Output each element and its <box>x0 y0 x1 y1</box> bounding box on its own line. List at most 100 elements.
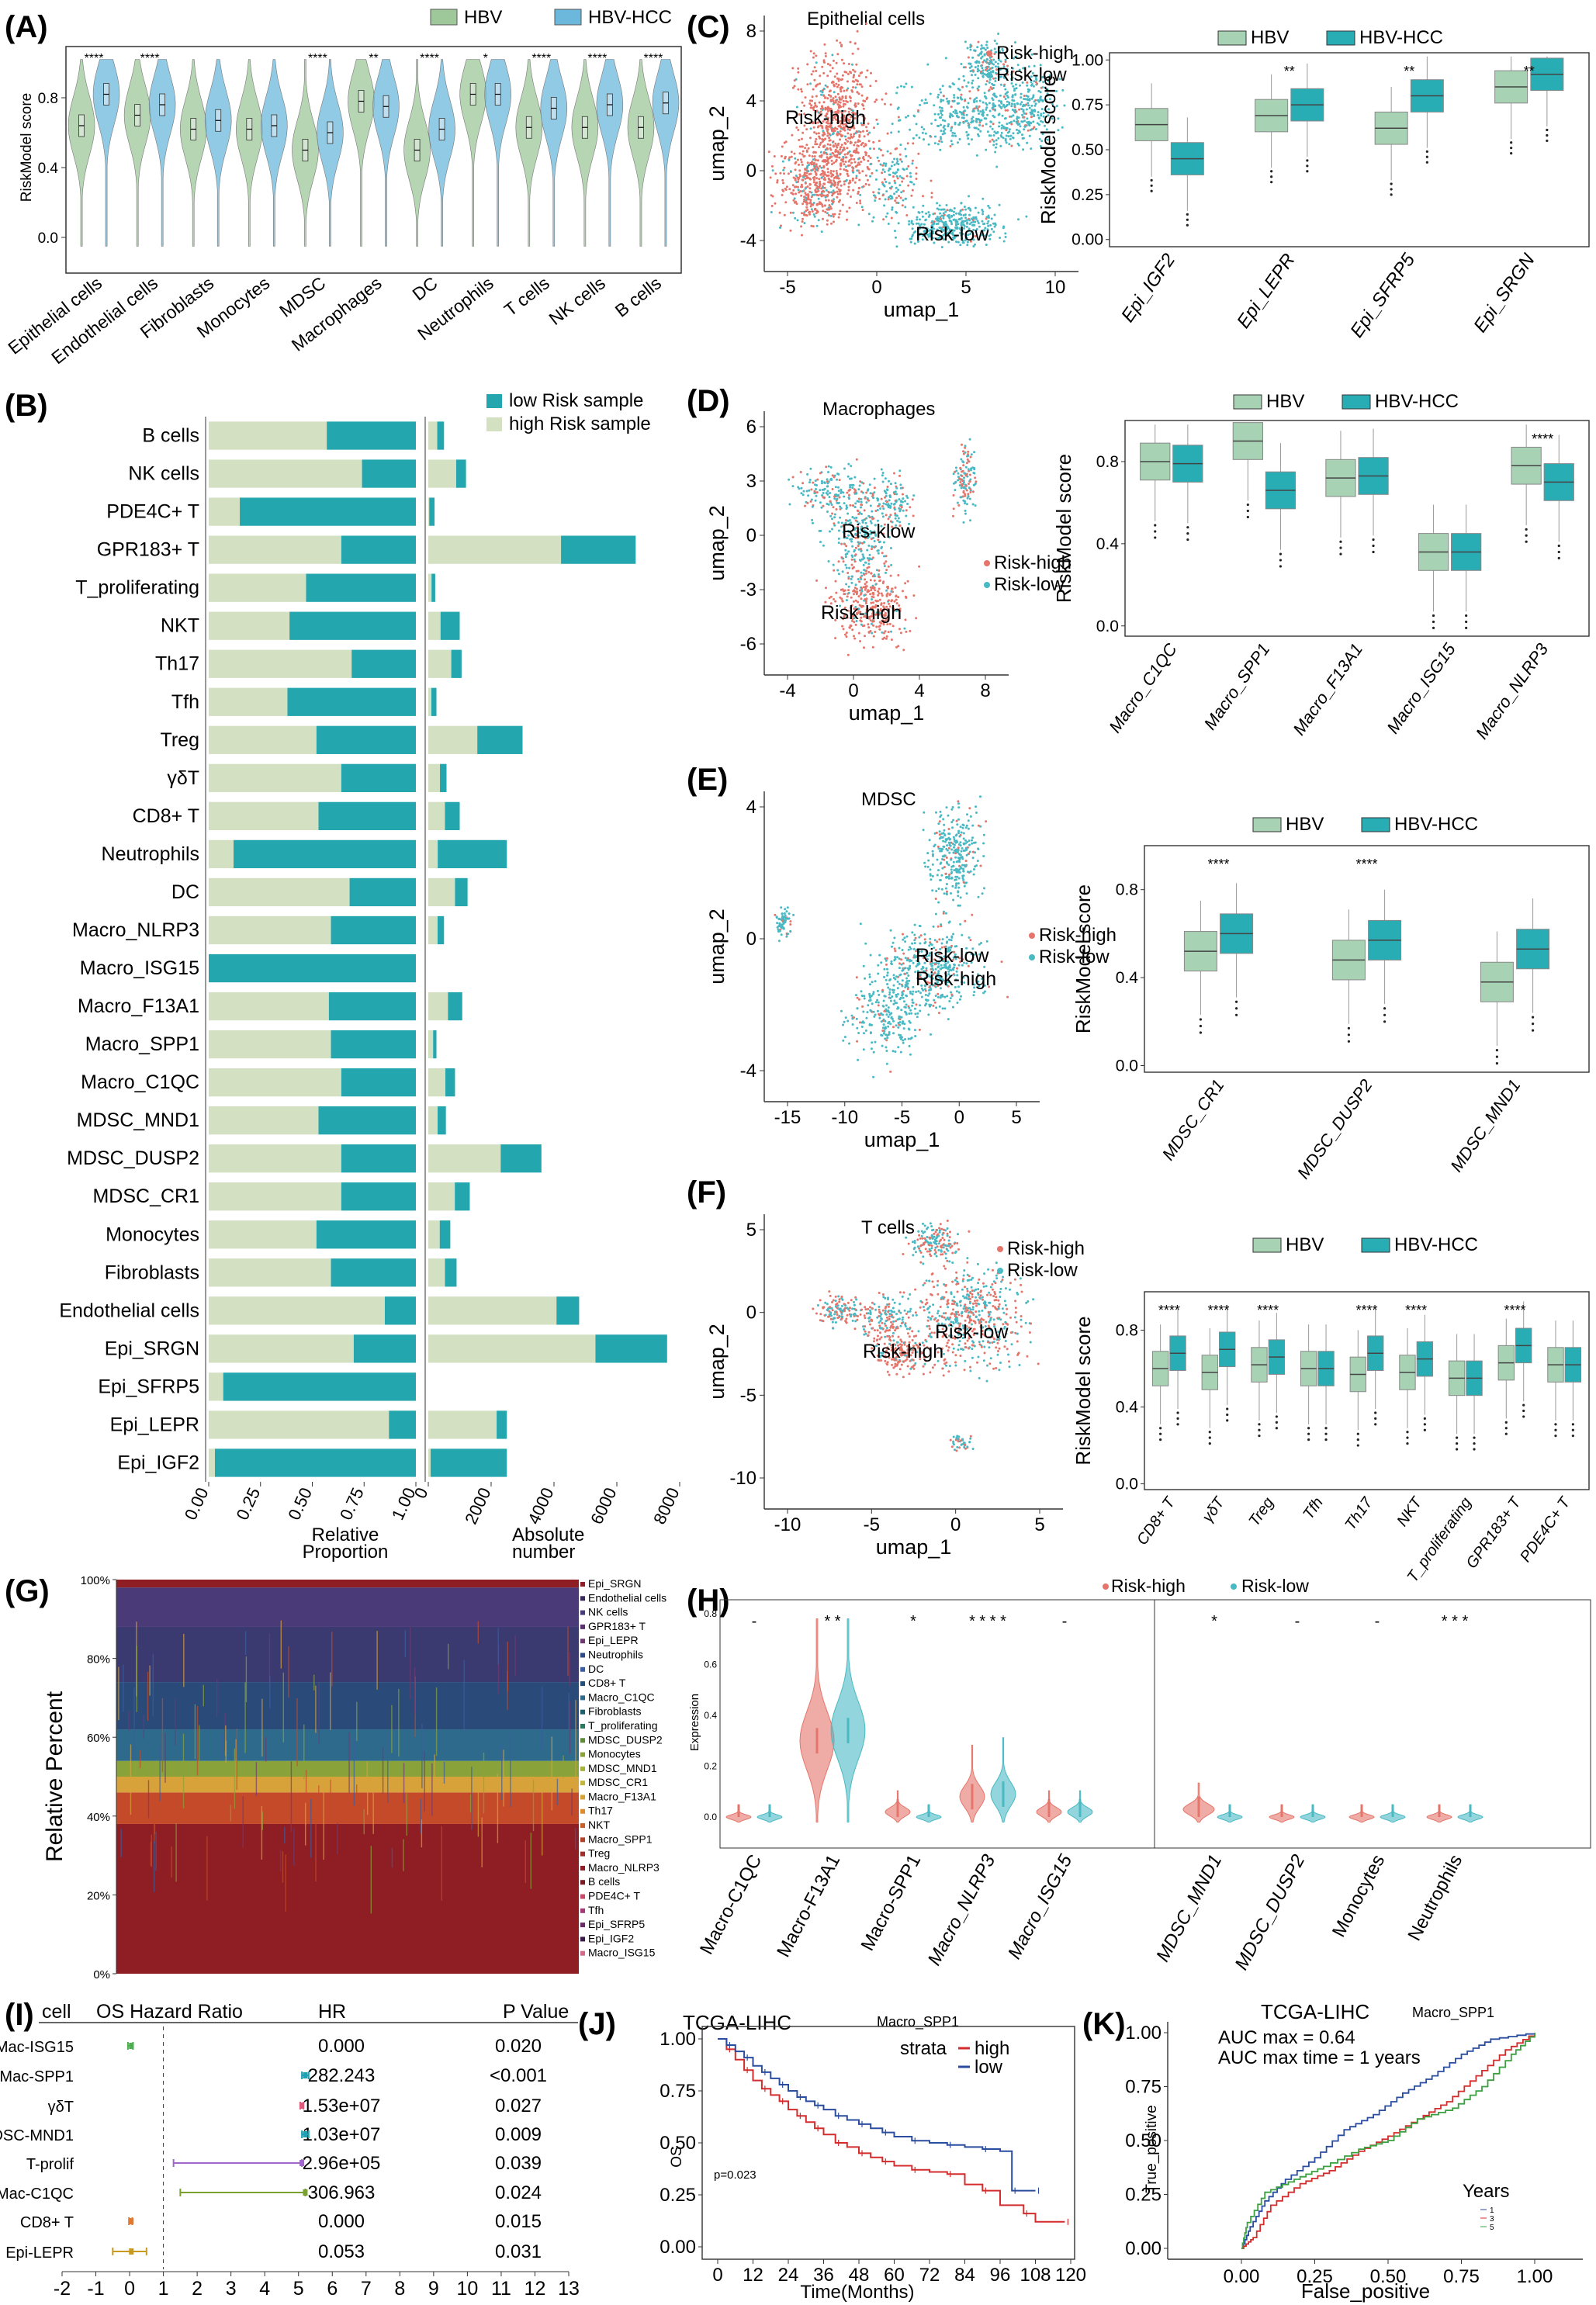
D-umap-cell-dot <box>834 580 837 583</box>
C-umap-cell-dot <box>806 202 809 205</box>
C-umap-cell-dot <box>838 156 841 159</box>
E-umap-cell-dot <box>914 1012 917 1016</box>
C-umap-cell-dot <box>936 124 939 127</box>
panel-B-row-label: γδT <box>167 767 199 789</box>
C-umap-cell-dot <box>834 151 837 153</box>
C-umap-cell-dot <box>942 216 945 220</box>
C-umap-cell-dot <box>865 98 868 101</box>
C-umap-cell-dot <box>852 122 855 125</box>
E-umap-cell-dot <box>943 855 946 858</box>
D-umap-cell-dot <box>846 595 849 598</box>
C-umap-cell-dot <box>818 185 821 188</box>
panel-B-row-label: Macro_ISG15 <box>80 957 199 979</box>
C-umap-cell-dot <box>817 219 820 222</box>
C-umap-cell-dot <box>805 200 808 203</box>
panel-B-prop-high-bar <box>209 497 241 526</box>
C-umap-cell-dot <box>771 169 774 172</box>
C-umap-cell-dot <box>846 73 850 75</box>
C-umap-cell-dot <box>874 80 878 82</box>
D-umap-cell-dot <box>791 476 795 479</box>
E-umap-cell-dot <box>896 980 899 983</box>
D-umap-cell-dot <box>885 637 888 640</box>
D-umap-cell-dot <box>867 562 871 566</box>
D-umap-cell-dot <box>902 509 905 512</box>
D-umap-cell-dot <box>884 477 887 480</box>
C-umap-cell-dot <box>844 135 846 138</box>
C-umap-cell-dot <box>855 202 858 204</box>
C-umap-cell-dot <box>825 189 828 192</box>
panel-D-label: (D) <box>687 384 730 418</box>
C-umap-cell-dot <box>965 130 968 133</box>
D-umap-cell-dot <box>841 588 844 591</box>
C-umap-cell-dot <box>932 213 935 216</box>
panel-B-prop-high-bar <box>209 877 350 907</box>
D-umap-cell-dot <box>905 597 908 599</box>
D-umap-cell-dot <box>831 488 834 490</box>
E-umap-cell-dot <box>967 819 970 822</box>
D-umap-cell-dot <box>892 503 895 506</box>
C-umap-cell-dot <box>993 130 996 133</box>
C-umap-cell-dot <box>853 42 857 45</box>
D-umap-cell-dot <box>960 496 963 499</box>
C-umap-cell-dot <box>819 151 822 154</box>
C-umap-cell-dot <box>981 55 984 58</box>
C-umap-cell-dot <box>809 82 812 85</box>
C-umap-cell-dot <box>830 159 833 162</box>
C-umap-cell-dot <box>1021 120 1024 123</box>
C-umap-cell-dot <box>850 157 853 161</box>
C-umap-cell-dot <box>801 202 805 206</box>
C-umap-cell-dot <box>859 113 862 116</box>
C-umap-cell-dot <box>829 207 833 210</box>
C-umap-cell-dot <box>793 79 796 82</box>
C-umap-cell-dot <box>841 95 844 98</box>
E-umap-cell-dot <box>929 937 932 940</box>
E-umap-cell-dot <box>911 1004 914 1007</box>
E-umap-cell-dot <box>888 1020 891 1023</box>
D-umap-cell-dot <box>912 514 915 517</box>
panel-B-abs-high-bar <box>428 801 445 831</box>
D-umap-cell-dot <box>812 521 814 524</box>
C-umap-ylabel: umap_2 <box>705 106 729 182</box>
C-umap-cell-dot <box>958 121 961 124</box>
panel-B-abs-low-bar <box>437 421 445 450</box>
C-umap-cell-dot <box>853 157 856 161</box>
C-umap-cell-dot <box>895 190 898 193</box>
C-umap-cell-dot <box>793 85 796 88</box>
D-umap-ytick-label: 3 <box>746 471 756 492</box>
E-umap-cell-dot <box>886 967 888 971</box>
C-umap-cell-dot <box>847 185 850 189</box>
C-umap-cell-dot <box>847 110 850 113</box>
C-umap-cell-dot <box>832 213 835 216</box>
E-umap-cell-dot <box>895 975 898 978</box>
C-umap-cell-dot <box>895 175 898 178</box>
E-umap-cell-dot <box>896 956 898 959</box>
D-umap-cell-dot <box>890 590 893 593</box>
C-umap-cell-dot <box>943 124 946 127</box>
E-umap-cell-dot <box>905 1011 908 1014</box>
E-umap-cell-dot <box>931 853 934 856</box>
D-umap-cell-dot <box>874 631 877 633</box>
E-umap-cell-dot <box>927 859 930 862</box>
C-umap-cell-dot <box>853 74 855 77</box>
D-umap-cell-dot <box>823 482 826 484</box>
D-box-outlier <box>1557 544 1560 548</box>
C-umap-cell-dot <box>833 161 836 164</box>
C-umap-cell-dot <box>809 106 812 109</box>
C-umap-cell-dot <box>985 57 988 61</box>
C-umap-cell-dot <box>797 185 799 189</box>
D-umap-cell-dot <box>894 517 897 520</box>
D-umap-cell-dot <box>857 488 860 491</box>
D-box-ylabel: RiskModel score <box>1052 454 1075 603</box>
C-umap-cell-dot <box>806 185 809 188</box>
D-umap-cell-dot <box>885 589 888 592</box>
E-umap-cell-dot <box>889 929 892 932</box>
E-umap-cell-dot <box>939 996 942 999</box>
E-box-outlier <box>1383 1007 1387 1010</box>
C-umap-cell-dot <box>833 154 836 157</box>
C-umap-cell-dot <box>836 114 839 117</box>
C-umap-cell-dot <box>909 237 912 241</box>
C-umap-cell-dot <box>832 132 835 135</box>
E-umap-cell-dot <box>784 914 787 917</box>
C-umap-cell-dot <box>844 142 847 145</box>
C-umap-cell-dot <box>860 122 863 125</box>
